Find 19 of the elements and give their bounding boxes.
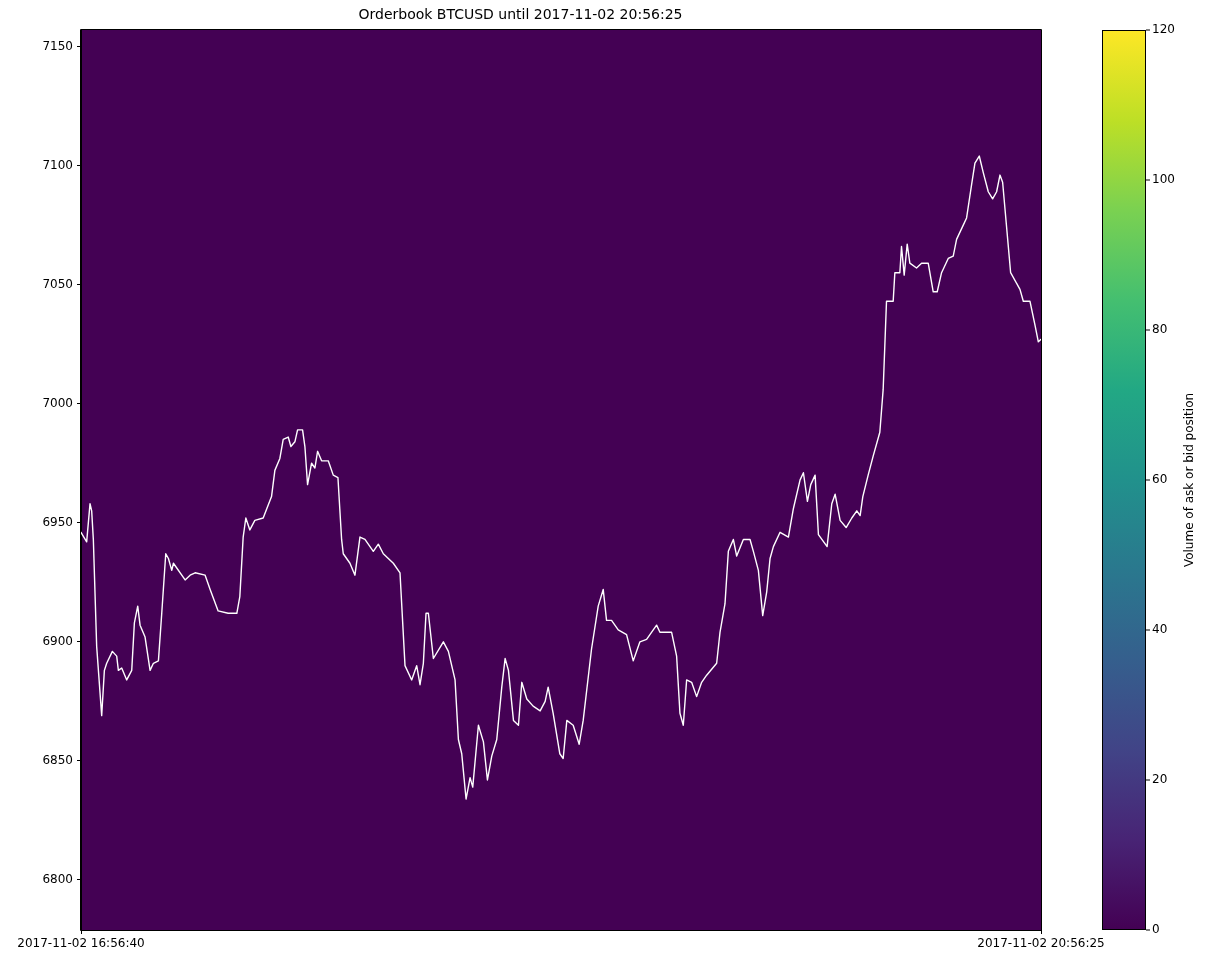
y-tick-label: 7100 <box>42 157 73 172</box>
y-tick-label: 7050 <box>42 276 73 291</box>
y-tick-label: 7000 <box>42 395 73 410</box>
y-tick-label: 6950 <box>42 514 73 529</box>
x-tick-label: 2017-11-02 20:56:25 <box>977 936 1105 951</box>
y-tick-label: 6850 <box>42 753 73 768</box>
color-bar-label: 120 <box>1152 22 1175 37</box>
color-bar-label: 40 <box>1152 622 1168 637</box>
color-bar-label: 100 <box>1152 172 1175 187</box>
color-bar-title: Volume of ask or bid position <box>1182 392 1197 568</box>
x-tick-label: 2017-11-02 16:56:40 <box>17 936 145 951</box>
color-bar-label: 0 <box>1152 922 1160 937</box>
color-bar-label: 80 <box>1152 322 1168 337</box>
y-tick-label: 7150 <box>42 38 73 53</box>
color-bar-label: 20 <box>1152 772 1168 787</box>
y-tick-label: 6800 <box>42 872 73 887</box>
color-bar-label: 60 <box>1152 472 1168 487</box>
y-tick-label: 6900 <box>42 633 73 648</box>
chart-title: Orderbook BTCUSD until 2017-11-02 20:56:25 <box>358 6 683 23</box>
